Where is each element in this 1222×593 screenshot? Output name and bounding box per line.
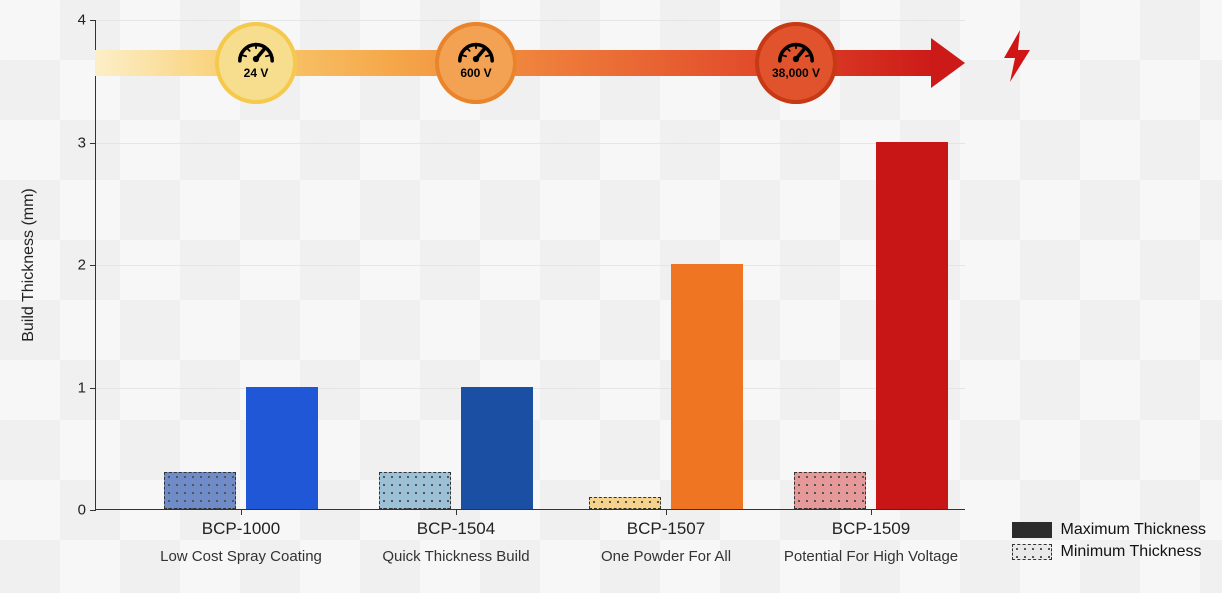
gridline: [96, 265, 965, 266]
legend-label: Maximum Thickness: [1060, 519, 1206, 541]
voltage-gradient-arrow: 24 V 600 V 38,000 V: [95, 38, 965, 88]
y-tick-mark: [90, 143, 96, 144]
y-tick-label: 0: [56, 502, 86, 519]
category-sublabel: Quick Thickness Build: [346, 548, 566, 565]
chart-stage: Build Thickness (mm) 01234BCP-1000Low Co…: [0, 0, 1222, 593]
category-sublabel: Potential For High Voltage: [761, 548, 981, 565]
y-tick-mark: [90, 20, 96, 21]
voltage-gauge-icon: 600 V: [435, 22, 517, 104]
bar-max: [246, 387, 318, 510]
gridline: [96, 20, 965, 21]
legend-swatch-min: [1012, 544, 1052, 560]
legend-item-min: Minimum Thickness: [1012, 541, 1206, 563]
category-label: BCP-1000: [146, 509, 336, 539]
y-tick-mark: [90, 510, 96, 511]
voltage-gauge-icon: 24 V: [215, 22, 297, 104]
bar-max: [876, 142, 948, 510]
y-tick-label: 2: [56, 257, 86, 274]
legend-swatch-max: [1012, 522, 1052, 538]
category-sublabel: One Powder For All: [556, 548, 776, 565]
category-sublabel: Low Cost Spray Coating: [131, 548, 351, 565]
y-axis-label: Build Thickness (mm): [20, 188, 38, 342]
y-tick-mark: [90, 265, 96, 266]
category-label: BCP-1507: [571, 509, 761, 539]
category-label: BCP-1509: [776, 509, 966, 539]
bar-max: [671, 264, 743, 509]
gridline: [96, 143, 965, 144]
lightning-bolt-icon: [1000, 30, 1034, 87]
bar-max: [461, 387, 533, 510]
legend-label: Minimum Thickness: [1060, 541, 1201, 563]
y-tick-mark: [90, 388, 96, 389]
legend-item-max: Maximum Thickness: [1012, 519, 1206, 541]
bar-min: [794, 472, 866, 509]
category-label: BCP-1504: [361, 509, 551, 539]
bar-min: [589, 497, 661, 509]
y-tick-label: 4: [56, 12, 86, 29]
y-tick-label: 3: [56, 134, 86, 151]
y-tick-label: 1: [56, 379, 86, 396]
bar-min: [379, 472, 451, 509]
bar-min: [164, 472, 236, 509]
plot-area: 01234BCP-1000Low Cost Spray CoatingBCP-1…: [95, 20, 965, 510]
legend: Maximum Thickness Minimum Thickness: [1012, 519, 1206, 563]
voltage-gauge-icon: 38,000 V: [755, 22, 837, 104]
